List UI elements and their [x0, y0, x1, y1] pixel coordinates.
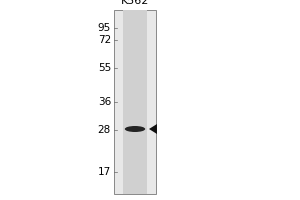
Text: 17: 17	[98, 167, 111, 177]
Text: 72: 72	[98, 35, 111, 45]
Polygon shape	[149, 124, 157, 134]
Text: 95: 95	[98, 23, 111, 33]
Text: 55: 55	[98, 63, 111, 73]
Text: 36: 36	[98, 97, 111, 107]
Ellipse shape	[125, 126, 145, 132]
Bar	[114, 10, 156, 194]
Text: 28: 28	[98, 125, 111, 135]
Bar	[123, 10, 147, 194]
Text: K562: K562	[121, 0, 149, 6]
